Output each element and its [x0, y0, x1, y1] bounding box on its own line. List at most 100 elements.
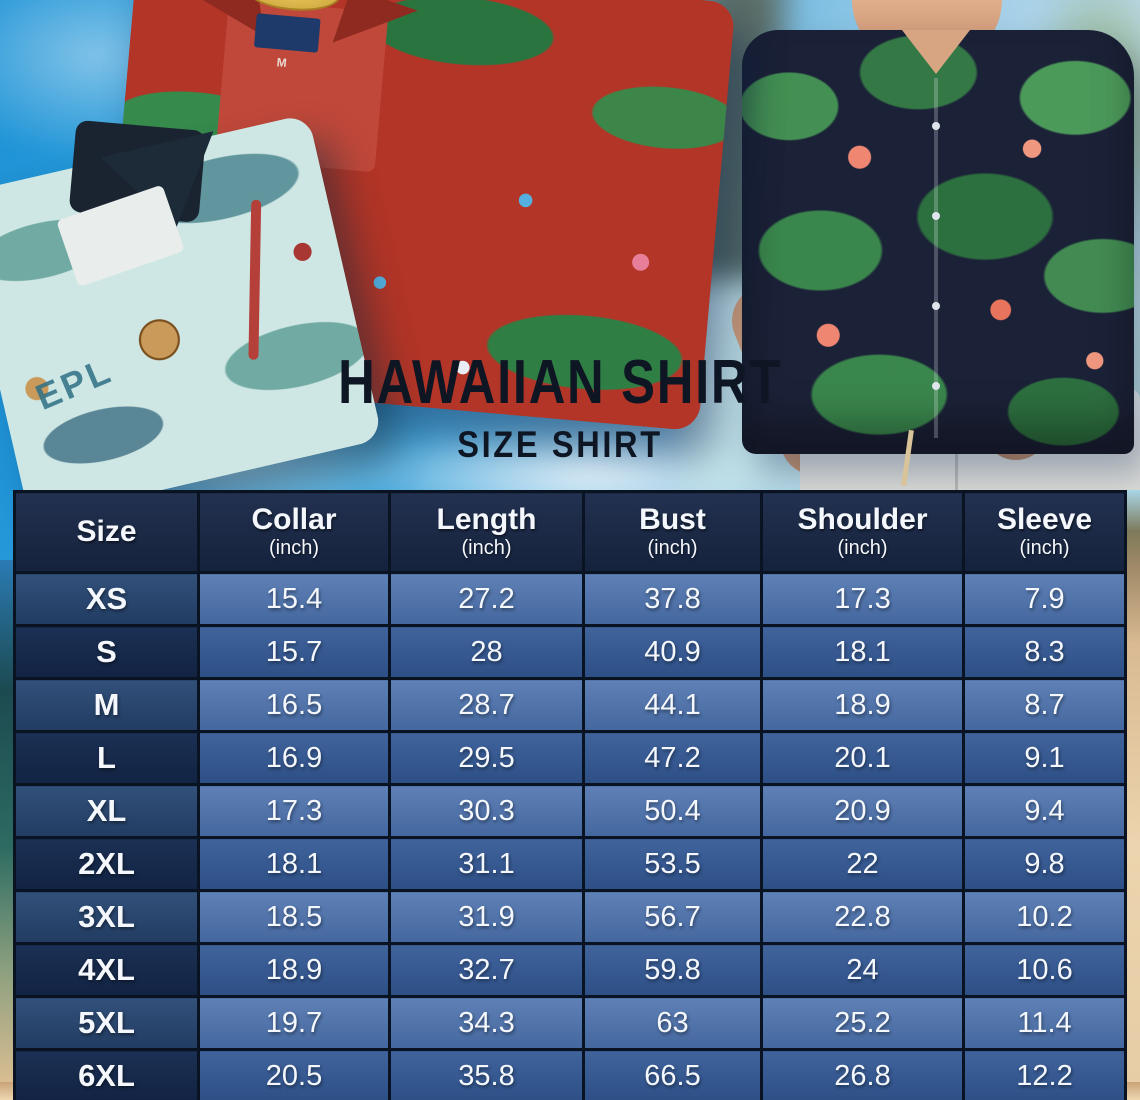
value-cell: 8.7 [962, 677, 1127, 733]
value-cell: 32.7 [388, 942, 585, 998]
value-cell: 56.7 [582, 889, 763, 945]
column-unit: (inch) [1019, 536, 1070, 559]
column-header-collar: Collar (inch) [197, 490, 391, 574]
size-cell: 4XL [13, 942, 200, 998]
column-header-sleeve: Sleeve (inch) [962, 490, 1127, 574]
shirt-print-text: EPL [29, 349, 119, 418]
value-cell: 20.9 [760, 783, 965, 839]
value-cell: 9.8 [962, 836, 1127, 892]
size-cell: L [13, 730, 200, 786]
table-row: 4XL 18.9 32.7 59.8 24 10.6 [13, 942, 1127, 998]
shirt-placket [934, 78, 938, 438]
value-cell: 20.5 [197, 1048, 391, 1100]
size-cell: XL [13, 783, 200, 839]
table-row: 6XL 20.5 35.8 66.5 26.8 12.2 [13, 1048, 1127, 1100]
value-cell: 53.5 [582, 836, 763, 892]
table-row: XL 17.3 30.3 50.4 20.9 9.4 [13, 783, 1127, 839]
value-cell: 26.8 [760, 1048, 965, 1100]
value-cell: 10.2 [962, 889, 1127, 945]
value-cell: 47.2 [582, 730, 763, 786]
value-cell: 18.9 [760, 677, 965, 733]
value-cell: 50.4 [582, 783, 763, 839]
value-cell: 35.8 [388, 1048, 585, 1100]
value-cell: 12.2 [962, 1048, 1127, 1100]
value-cell: 40.9 [582, 624, 763, 680]
value-cell: 44.1 [582, 677, 763, 733]
value-cell: 22.8 [760, 889, 965, 945]
background-right-edge [1124, 490, 1140, 1082]
size-cell: M [13, 677, 200, 733]
column-header-shoulder: Shoulder (inch) [760, 490, 965, 574]
column-label: Bust [639, 503, 706, 537]
table-row: M 16.5 28.7 44.1 18.9 8.7 [13, 677, 1127, 733]
value-cell: 24 [760, 942, 965, 998]
value-cell: 10.6 [962, 942, 1127, 998]
size-cell: XS [13, 571, 200, 627]
value-cell: 16.5 [197, 677, 391, 733]
value-cell: 17.3 [760, 571, 965, 627]
value-cell: 25.2 [760, 995, 965, 1051]
shirt-button [932, 302, 940, 310]
shirt-button [932, 382, 940, 390]
column-label: Collar [251, 503, 337, 537]
value-cell: 9.4 [962, 783, 1127, 839]
value-cell: 18.9 [197, 942, 391, 998]
size-cell: 5XL [13, 995, 200, 1051]
background-left-edge [0, 560, 13, 1082]
value-cell: 15.4 [197, 571, 391, 627]
column-header-size: Size [13, 490, 200, 574]
column-header-length: Length (inch) [388, 490, 585, 574]
value-cell: 22 [760, 836, 965, 892]
table-row: L 16.9 29.5 47.2 20.1 9.1 [13, 730, 1127, 786]
size-cell: 3XL [13, 889, 200, 945]
column-unit: (inch) [647, 536, 698, 559]
value-cell: 31.1 [388, 836, 585, 892]
value-cell: 30.3 [388, 783, 585, 839]
value-cell: 20.1 [760, 730, 965, 786]
value-cell: 66.5 [582, 1048, 763, 1100]
column-label: Length [436, 503, 537, 537]
column-label: Size [76, 515, 137, 549]
value-cell: 7.9 [962, 571, 1127, 627]
value-cell: 37.8 [582, 571, 763, 627]
value-cell: 15.7 [197, 624, 391, 680]
shirt-button [932, 212, 940, 220]
column-header-bust: Bust (inch) [582, 490, 763, 574]
value-cell: 18.1 [760, 624, 965, 680]
table-row: 2XL 18.1 31.1 53.5 22 9.8 [13, 836, 1127, 892]
column-label: Shoulder [797, 503, 928, 537]
table-row: S 15.7 28 40.9 18.1 8.3 [13, 624, 1127, 680]
value-cell: 59.8 [582, 942, 763, 998]
table-row: 5XL 19.7 34.3 63 25.2 11.4 [13, 995, 1127, 1051]
column-unit: (inch) [461, 536, 512, 559]
model-flamingo-shirt [742, 30, 1134, 454]
value-cell: 27.2 [388, 571, 585, 627]
value-cell: 34.3 [388, 995, 585, 1051]
value-cell: 28 [388, 624, 585, 680]
value-cell: 9.1 [962, 730, 1127, 786]
table-row: 3XL 18.5 31.9 56.7 22.8 10.2 [13, 889, 1127, 945]
collar-size-letter: M [276, 55, 288, 71]
page-subtitle: SIZE SHIRT [457, 424, 663, 465]
value-cell: 8.3 [962, 624, 1127, 680]
shirt-collar-opening [902, 30, 970, 74]
column-unit: (inch) [268, 536, 319, 559]
value-cell: 28.7 [388, 677, 585, 733]
column-unit: (inch) [837, 536, 888, 559]
value-cell: 16.9 [197, 730, 391, 786]
value-cell: 29.5 [388, 730, 585, 786]
size-cell: 6XL [13, 1048, 200, 1100]
table-row: XS 15.4 27.2 37.8 17.3 7.9 [13, 571, 1127, 627]
page-title: HAWAIIAN SHIRT [338, 348, 782, 417]
value-cell: 63 [582, 995, 763, 1051]
collar-tag [253, 13, 321, 53]
value-cell: 18.5 [197, 889, 391, 945]
shirt-button [932, 122, 940, 130]
value-cell: 18.1 [197, 836, 391, 892]
value-cell: 19.7 [197, 995, 391, 1051]
size-cell: S [13, 624, 200, 680]
size-cell: 2XL [13, 836, 200, 892]
header-row: Size Collar (inch) Length (inch) Bust (i… [13, 490, 1127, 574]
parrot-print [248, 199, 262, 360]
value-cell: 17.3 [197, 783, 391, 839]
